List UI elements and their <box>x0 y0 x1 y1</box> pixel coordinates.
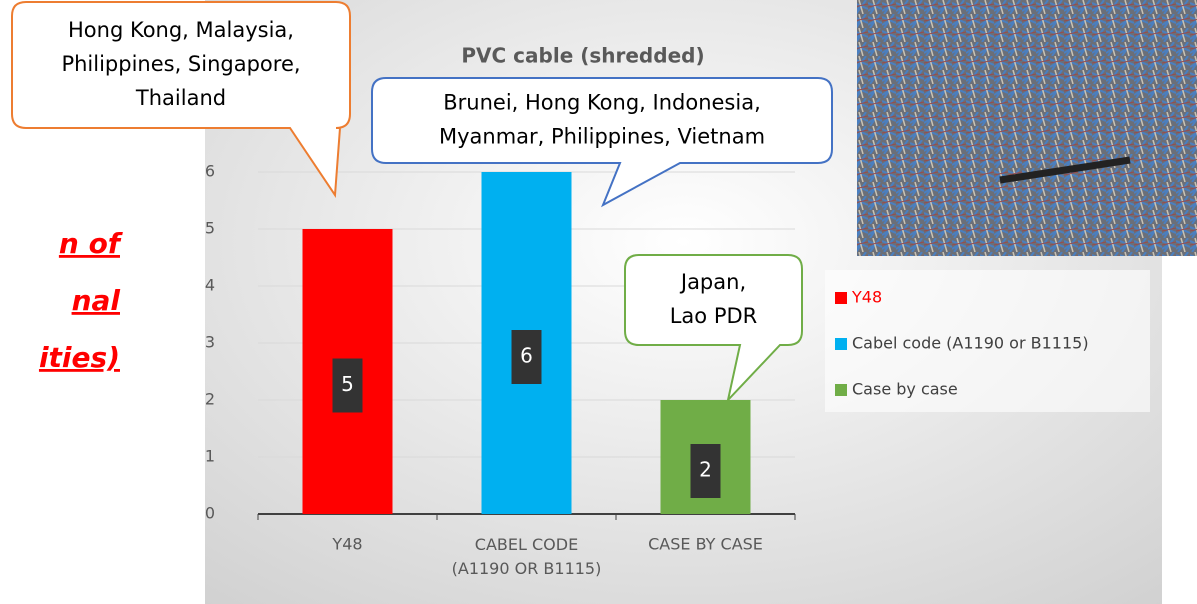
slide-text: n of nal ities) <box>39 227 124 374</box>
data-label: 2 <box>699 458 712 482</box>
slide-text-line: nal <box>72 284 121 317</box>
callout <box>11 1 351 198</box>
y-tick-label: 5 <box>205 219 215 238</box>
data-label-box <box>332 358 363 413</box>
legend-label: Y48 <box>851 288 882 307</box>
y-tick-label: 0 <box>205 504 215 523</box>
y-tick-label: 2 <box>205 390 215 409</box>
callout-text: Lao PDR <box>670 304 758 328</box>
legend-swatch <box>835 292 847 304</box>
legend-label: Case by case <box>852 380 958 399</box>
chart-title: PVC cable (shredded) <box>461 44 704 68</box>
callout-text: Myanmar, Philippines, Vietnam <box>439 125 765 149</box>
callout <box>371 77 833 208</box>
y-tick-label: 1 <box>205 447 215 466</box>
callout <box>624 254 803 404</box>
y-tick-label: 6 <box>205 162 215 181</box>
x-tick-label: CASE BY CASE <box>648 535 763 554</box>
data-label: 5 <box>341 372 354 396</box>
legend-label: Cabel code (A1190 or B1115) <box>852 334 1089 353</box>
data-label-box <box>511 330 542 384</box>
slide-text-line: ities) <box>39 341 120 374</box>
legend-swatch <box>835 338 847 350</box>
data-label-box <box>690 444 721 498</box>
cable-photo <box>857 0 1197 256</box>
x-tick-label: CABEL CODE (A1190 OR B1115) <box>452 535 602 578</box>
legend-box <box>825 270 1150 412</box>
callout-text: Thailand <box>135 86 226 110</box>
slide-text-line: n of <box>59 227 124 260</box>
callout-text: Hong Kong, Malaysia, <box>68 18 294 42</box>
y-tick-label: 4 <box>205 276 215 295</box>
data-label: 6 <box>520 344 533 368</box>
x-tick-label: Y48 <box>331 535 362 554</box>
callout-text: Japan, <box>679 270 746 294</box>
callout-text: Brunei, Hong Kong, Indonesia, <box>443 91 761 115</box>
y-tick-label: 3 <box>205 333 215 352</box>
callout-text: Philippines, Singapore, <box>61 52 300 76</box>
legend-swatch <box>835 384 847 396</box>
pen <box>999 156 1131 184</box>
